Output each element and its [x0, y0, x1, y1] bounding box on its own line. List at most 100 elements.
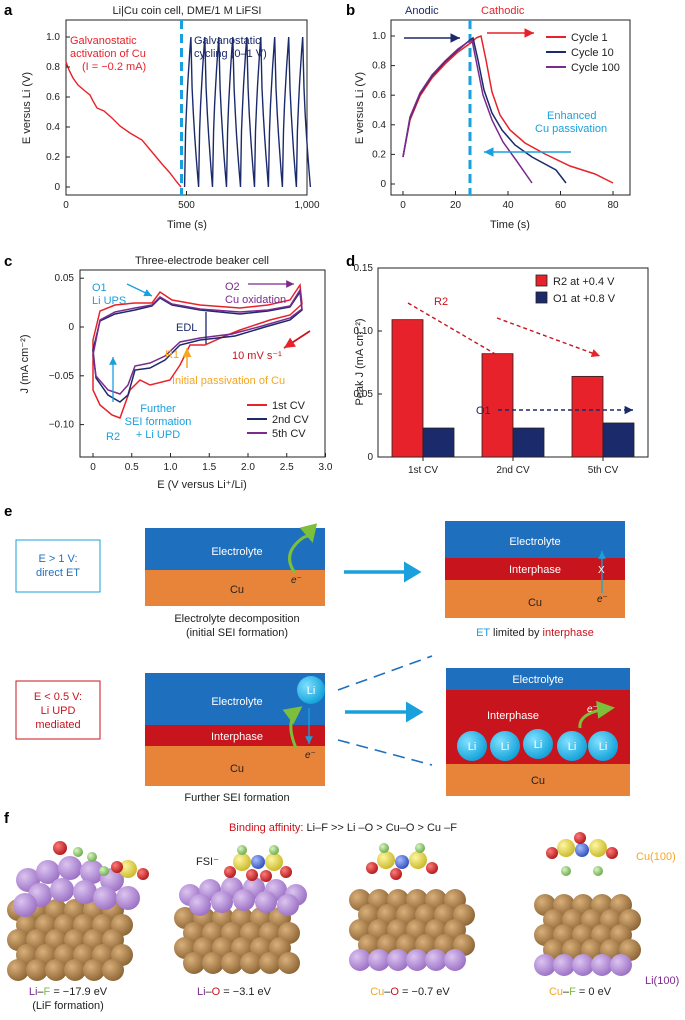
panel-f-cap3-value: = −0.7 eV — [399, 986, 450, 998]
panel-b-ytick-label: 0.6 — [372, 90, 386, 101]
panel-f-caption-1: Li–F = −17.9 eV — [29, 986, 108, 998]
panel-f-atom-o — [53, 841, 67, 855]
panel-f-atom-o — [224, 866, 236, 878]
panel-c: c Three-electrode beaker cell O1 Li UPS … — [4, 253, 333, 491]
panel-b-plot-frame — [390, 19, 631, 196]
panel-f-atom-slab — [572, 954, 594, 976]
panel-f-cap3-dash: – — [384, 986, 391, 998]
panel-f-atom-f — [561, 866, 571, 876]
panel-d-xtick-label: 2nd CV — [496, 465, 530, 476]
panel-b-ann-1: Enhanced — [547, 110, 597, 122]
panel-e-d1-electron-arrow — [288, 523, 318, 574]
panel-d-ytick-label: 0.10 — [354, 326, 374, 337]
panel-a-ytick-label: 0.6 — [46, 92, 60, 103]
panel-f-atom-f — [73, 847, 83, 857]
panel-f-cap3-cu: Cu — [370, 986, 384, 998]
panel-f-atom-li — [211, 891, 233, 913]
panel-f-cap2-li: Li — [197, 986, 206, 998]
panel-f-atom-slab — [240, 952, 262, 974]
panel-b-xtick-label: 20 — [450, 200, 462, 211]
panel-b-ytick-label: 1.0 — [372, 31, 386, 42]
panel-f-atom-f — [415, 843, 425, 853]
panel-f-caption-1b: (LiF formation) — [32, 1000, 104, 1012]
panel-b-xlabel: Time (s) — [490, 219, 530, 231]
panel-e-d2-cu-label: Cu — [528, 597, 542, 609]
panel-f-atom-slab — [259, 952, 281, 974]
panel-e-d4-li-label: Li — [501, 741, 510, 753]
panel-d-bar-r2-3 — [571, 375, 604, 458]
panel-e-d4-li-atom — [557, 731, 587, 761]
panel-c-ann-passivation: Initial passivation of Cu — [172, 375, 285, 387]
panel-f-atom-slab — [26, 959, 48, 981]
panel-e-d2-interphase-label: Interphase — [509, 564, 561, 576]
panel-b-legend-cycle1: Cycle 1 — [571, 32, 608, 44]
panel-f-cap1-li: Li — [29, 986, 38, 998]
panel-a: a Li|Cu coin cell, DME/1 M LiFSI Galvano… — [4, 2, 320, 231]
panel-c-ann-r1: R1 — [165, 349, 179, 361]
panel-f-caption-4: Cu–F = 0 eV — [549, 986, 612, 998]
panel-e-d3-cu-label: Cu — [230, 763, 244, 775]
panel-f-atom-n — [575, 843, 589, 857]
panel-e-d1-cu — [145, 570, 325, 606]
panel-f-atom-slab — [83, 959, 105, 981]
panel-c-plot-frame — [79, 269, 326, 458]
panel-f-cap2-value: = −3.1 eV — [220, 986, 271, 998]
panel-a-xtick-label: 500 — [178, 200, 195, 211]
panel-b-legend-cycle10: Cycle 10 — [571, 47, 614, 59]
panel-f-cap4-dash: – — [563, 986, 570, 998]
panel-f-atom-li — [116, 886, 140, 910]
panel-e-caption2-a: ET — [476, 627, 490, 639]
panel-e-d1-electron-label: e⁻ — [291, 575, 302, 586]
panel-e-d4-li-atom — [490, 731, 520, 761]
panel-c-rate-arrow — [283, 330, 311, 349]
panel-d: d 1st CV 2nd CV 5th CV 0 0.05 0.10 0.15 R2 at +… — [346, 253, 649, 476]
panel-f-atom-f — [99, 866, 109, 876]
panel-a-ylabel: E versus Li (V) — [21, 72, 33, 144]
panel-d-ytick-label: 0 — [367, 452, 373, 463]
panel-f-atom-li — [36, 860, 60, 884]
panel-b-cycle1-charge — [402, 37, 477, 158]
panel-c-ann-o2-1: O2 — [225, 281, 240, 293]
panel-a-cycling-curve — [183, 36, 312, 188]
panel-f-atom-s — [265, 853, 283, 871]
panel-c-ytick-label: −0.10 — [49, 420, 75, 431]
panel-b-label-anodic: Anodic — [405, 5, 439, 17]
panel-b-legend-cycle100: Cycle 100 — [571, 62, 620, 74]
panel-f-atom-li — [93, 886, 117, 910]
panel-f-atom-li — [255, 891, 277, 913]
panel-f-atom-slab — [406, 949, 428, 971]
panel-d-bar-r2-2 — [481, 353, 514, 458]
panel-letter-a: a — [4, 2, 13, 19]
panel-f-atom-s — [119, 860, 137, 878]
panel-f-atom-n — [395, 855, 409, 869]
panel-f-atom-slab — [7, 959, 29, 981]
panel-f-atom-slab — [183, 952, 205, 974]
panel-b-ylabel: E versus Li (V) — [354, 72, 366, 144]
panel-f-atom-o — [606, 847, 618, 859]
panel-b-xtick-label: 0 — [400, 200, 406, 211]
panel-f-atom-s — [409, 851, 427, 869]
panel-f-atom-li — [50, 878, 74, 902]
panel-f-caption-3: Cu–O = −0.7 eV — [370, 986, 450, 998]
panel-b-cycle1-discharge — [475, 34, 614, 184]
panel-f-atom-o — [426, 862, 438, 874]
panel-f-atom-f — [593, 866, 603, 876]
panel-e-caption2-b: limited by — [490, 627, 543, 639]
panel-d-bar-o1-2 — [512, 427, 545, 458]
panel-e-caption1-line1: Electrolyte decomposition — [174, 613, 299, 625]
panel-b-xtick-label: 60 — [555, 200, 567, 211]
panel-c-xtick-label: 0.5 — [125, 462, 139, 473]
panel-c-ann-r2: R2 — [106, 431, 120, 443]
panel-c-legend: 1st CV 2nd CV 5th CV — [247, 400, 309, 440]
panel-e-box2-line3: mediated — [35, 719, 80, 731]
panel-a-xtick-label: 0 — [63, 200, 69, 211]
panel-e-d4-li-row: Li Li Li Li Li — [457, 729, 618, 761]
panel-a-ytick-label: 0.8 — [46, 62, 60, 73]
panel-letter-e: e — [4, 503, 12, 520]
panel-c-xtick-label: 1.0 — [164, 462, 178, 473]
panel-b-ytick-label: 0.8 — [372, 61, 386, 72]
panel-e-d3-li-label: Li — [307, 685, 316, 697]
panel-f-atom-slab — [553, 954, 575, 976]
panel-d-xtick-label: 1st CV — [408, 465, 438, 476]
